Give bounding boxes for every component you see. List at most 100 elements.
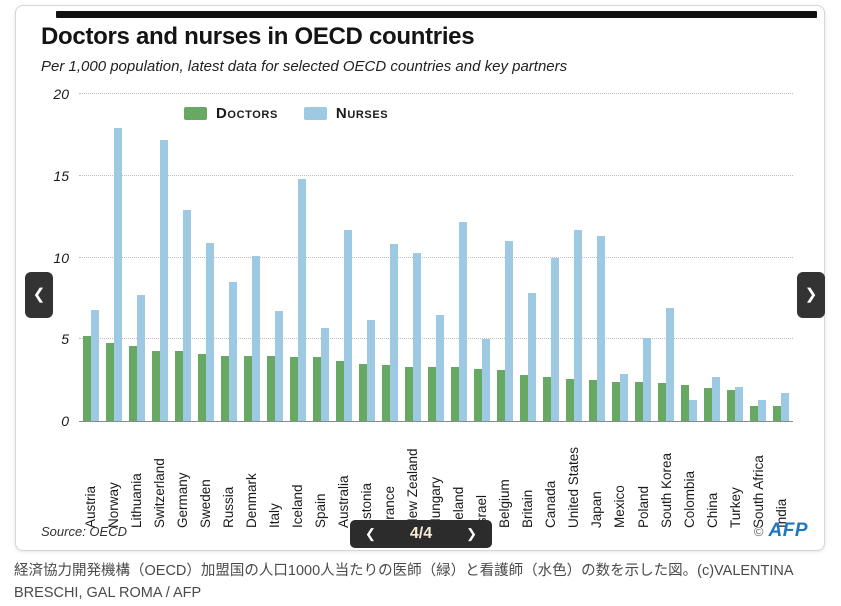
bar-doctors bbox=[427, 367, 436, 421]
x-label-cell: Sweden bbox=[194, 422, 217, 528]
bar-doctors bbox=[543, 376, 552, 421]
bar-doctors bbox=[82, 335, 91, 421]
bar-doctors bbox=[589, 380, 598, 421]
x-axis-label: South Africa bbox=[750, 455, 766, 528]
page-subtitle: Per 1,000 population, latest data for se… bbox=[41, 58, 568, 75]
x-axis-label: Poland bbox=[635, 485, 651, 528]
x-label-cell: Denmark bbox=[240, 422, 263, 528]
x-axis-label: Turkey bbox=[727, 487, 743, 528]
bar-group bbox=[724, 94, 747, 421]
bar-doctors bbox=[520, 375, 529, 421]
legend-item-nurses: Nurses bbox=[303, 105, 389, 122]
x-axis-label: Germany bbox=[174, 472, 190, 528]
x-label-cell: Russia bbox=[217, 422, 240, 528]
bar-group bbox=[355, 94, 378, 421]
bar-nurses bbox=[574, 229, 583, 421]
bar-group bbox=[586, 94, 609, 421]
bar-nurses bbox=[482, 339, 491, 421]
bar-group bbox=[332, 94, 355, 421]
bar-doctors bbox=[566, 378, 575, 421]
bar-doctors bbox=[658, 383, 667, 421]
bar-group bbox=[678, 94, 701, 421]
top-accent-bar bbox=[56, 11, 817, 18]
x-axis-label: Switzerland bbox=[151, 458, 167, 528]
pager-next-button[interactable]: ❯ bbox=[466, 520, 477, 548]
x-label-cell: Hungary bbox=[424, 422, 447, 528]
bar-nurses bbox=[320, 327, 329, 421]
x-label-cell: Turkey bbox=[724, 422, 747, 528]
chevron-right-icon: ❯ bbox=[466, 526, 477, 541]
bar-doctors bbox=[612, 381, 621, 421]
carousel-next-button[interactable]: ❯ bbox=[797, 272, 825, 318]
bar-nurses bbox=[620, 373, 629, 421]
x-label-cell: New Zealand bbox=[401, 422, 424, 528]
doctors-color-swatch bbox=[184, 107, 207, 120]
bar-doctors bbox=[773, 406, 782, 421]
bar-group bbox=[171, 94, 194, 421]
x-axis-label: Russia bbox=[220, 486, 236, 528]
x-axis-label: Italy bbox=[267, 503, 283, 528]
source-note: Source: OECD bbox=[41, 524, 127, 539]
carousel-prev-button[interactable]: ❮ bbox=[25, 272, 53, 318]
x-label-cell: Iceland bbox=[286, 422, 309, 528]
bars bbox=[79, 94, 793, 421]
x-axis-label: Denmark bbox=[243, 473, 259, 528]
bar-group bbox=[401, 94, 424, 421]
x-label-cell: Australia bbox=[332, 422, 355, 528]
bar-nurses bbox=[136, 295, 145, 421]
x-axis-label: Japan bbox=[589, 491, 605, 528]
bar-nurses bbox=[113, 128, 122, 421]
x-label-cell: China bbox=[701, 422, 724, 528]
bar-group bbox=[125, 94, 148, 421]
bar-group bbox=[79, 94, 102, 421]
gridline bbox=[79, 93, 793, 94]
bar-doctors bbox=[497, 370, 506, 421]
pager-prev-button[interactable]: ❮ bbox=[365, 520, 376, 548]
legend-label-nurses: Nurses bbox=[335, 105, 389, 122]
bar-group bbox=[540, 94, 563, 421]
bar-doctors bbox=[151, 350, 160, 421]
bar-nurses bbox=[666, 308, 675, 421]
bar-doctors bbox=[335, 360, 344, 421]
bar-nurses bbox=[551, 257, 560, 421]
image-caption: 経済協力開発機構（OECD）加盟国の人口1000人当たりの医師（緑）と看護師（水… bbox=[14, 563, 793, 602]
bar-doctors bbox=[681, 385, 690, 421]
bar-nurses bbox=[459, 221, 468, 421]
bar-doctors bbox=[750, 406, 759, 421]
bar-group bbox=[309, 94, 332, 421]
x-label-cell: India bbox=[770, 422, 793, 528]
x-axis-label: Spain bbox=[313, 493, 329, 528]
bar-doctors bbox=[704, 388, 713, 421]
bar-nurses bbox=[689, 399, 698, 421]
bar-nurses bbox=[781, 393, 790, 421]
bar-doctors bbox=[635, 381, 644, 421]
x-axis-label: Belgium bbox=[497, 479, 513, 528]
x-label-cell: United States bbox=[563, 422, 586, 528]
x-axis-label: Britain bbox=[520, 489, 536, 528]
bar-group bbox=[563, 94, 586, 421]
x-label-cell: Britain bbox=[517, 422, 540, 528]
y-tick-label: 10 bbox=[53, 249, 69, 266]
x-axis-label: Hungary bbox=[428, 476, 444, 528]
bar-nurses bbox=[297, 179, 306, 421]
chevron-right-icon: ❯ bbox=[804, 286, 818, 303]
bar-group bbox=[471, 94, 494, 421]
bar-group bbox=[609, 94, 632, 421]
bar-nurses bbox=[389, 244, 398, 421]
x-label-cell: Japan bbox=[586, 422, 609, 528]
bar-nurses bbox=[505, 241, 514, 421]
x-label-cell: Belgium bbox=[494, 422, 517, 528]
bar-doctors bbox=[266, 355, 275, 421]
x-axis-label: Norway bbox=[105, 482, 121, 528]
bar-group bbox=[102, 94, 125, 421]
bar-group bbox=[263, 94, 286, 421]
bar-group bbox=[770, 94, 793, 421]
bar-nurses bbox=[412, 252, 421, 421]
bar-doctors bbox=[128, 345, 137, 421]
bar-doctors bbox=[312, 357, 321, 421]
y-tick-label: 0 bbox=[61, 413, 69, 429]
nurses-color-swatch bbox=[303, 107, 327, 120]
y-tick-label: 20 bbox=[53, 86, 69, 102]
bar-nurses bbox=[643, 337, 652, 421]
x-label-cell: France bbox=[378, 422, 401, 528]
